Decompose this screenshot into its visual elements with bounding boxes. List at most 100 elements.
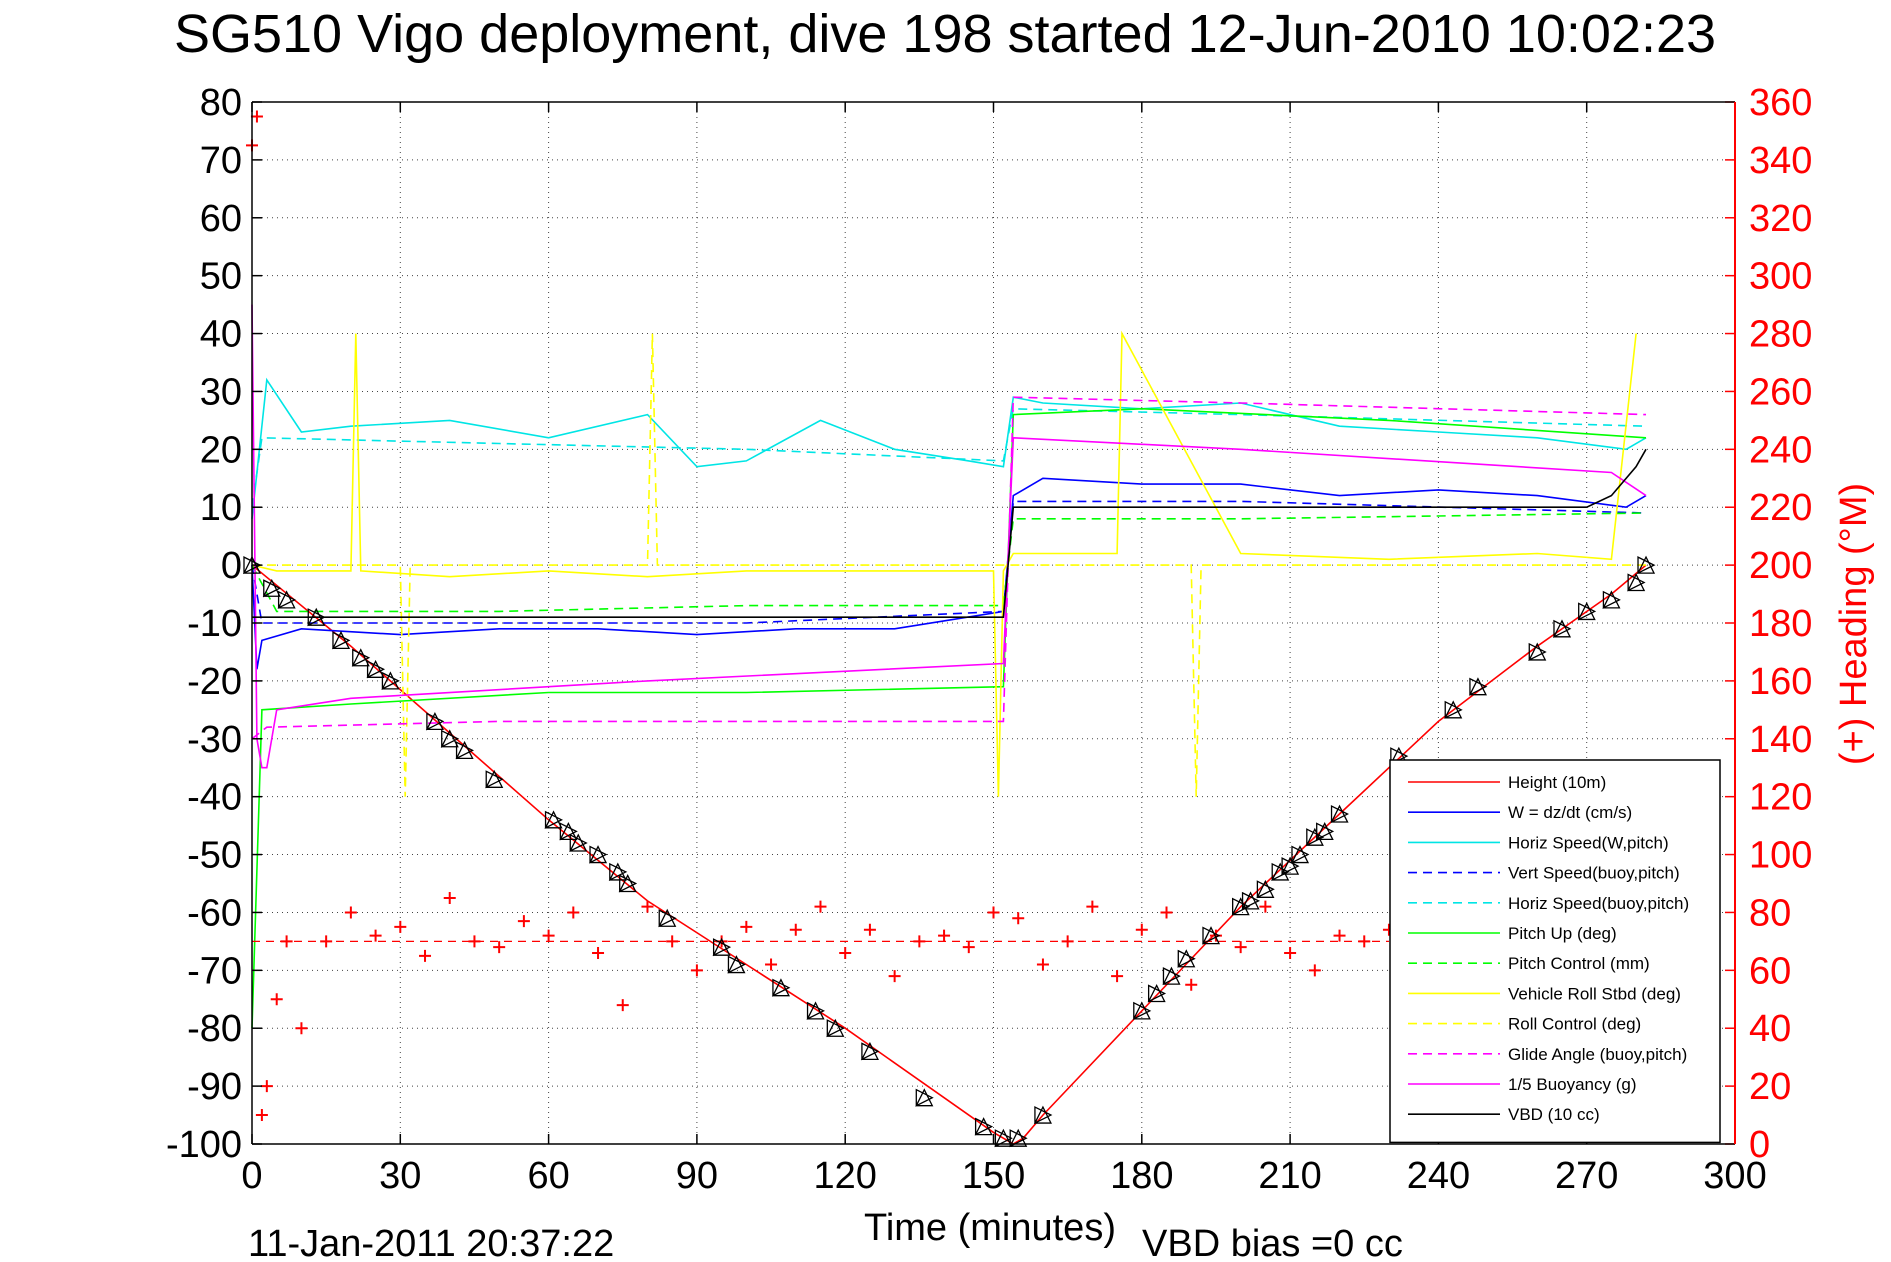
y-tick-label: 40 [200,314,242,356]
series-line-6 [251,407,1647,1029]
heading-point [616,999,629,1012]
heading-point [517,915,530,928]
heading-point [1160,906,1173,919]
y2-tick-label: 20 [1749,1066,1791,1108]
x-axis-label: Time (minutes) [864,1207,1116,1249]
depth-marker [1132,1001,1152,1020]
depth-marker [277,590,297,609]
x-tick-label: 240 [1407,1155,1470,1197]
heading-point [962,941,975,954]
depth-marker [366,659,386,679]
y-tick-label: -80 [187,1008,242,1050]
legend-label: VBD (10 cc) [1508,1105,1600,1124]
y2-tick-label: 160 [1749,661,1812,703]
depth-marker [425,711,445,731]
chart-title: SG510 Vigo deployment, dive 198 started … [174,4,1716,64]
series-line-8 [251,330,1637,797]
heading-point [789,923,802,936]
heading-point [814,900,827,913]
legend-label: Horiz Speed(buoy,pitch) [1508,894,1689,913]
y2-tick-label: 40 [1749,1008,1791,1050]
depth-marker [1177,949,1196,968]
x-tick-label: 0 [241,1155,262,1197]
heading-point [250,110,263,123]
heading-point [1308,964,1321,977]
depth-marker [994,1128,1013,1148]
heading-point [1358,935,1371,948]
depth-marker [1627,573,1646,592]
y2-tick-label: 180 [1749,603,1812,645]
y2-tick-label: 60 [1749,950,1791,992]
depth-marker [331,630,351,650]
series-line-5 [251,407,1647,508]
heading-point [592,946,605,959]
legend-label: Glide Angle (buoy,pitch) [1508,1045,1687,1064]
depth-marker [569,833,588,853]
x-tick-label: 300 [1703,1155,1766,1197]
heading-point [1086,900,1099,913]
right-axis-label: (+) Heading (°M) [1833,483,1875,765]
y2-tick-label: 240 [1749,429,1812,471]
heading-point [1036,958,1049,971]
y-tick-label: -30 [187,719,242,761]
x-tick-label: 180 [1110,1155,1173,1197]
depth-marker [1602,590,1621,609]
legend: Height (10m) W = dz/dt (cm/s) Horiz Speed(… [1389,759,1721,1144]
legend-label: 1/5 Buoyancy (g) [1508,1075,1637,1094]
y2-tick-label: 220 [1749,487,1812,529]
depth-marker [974,1117,994,1136]
heading-point [493,941,506,954]
heading-point [987,906,1000,919]
footer-timestamp: 11-Jan-2011 20:37:22 [248,1223,614,1262]
y2-tick-label: 100 [1749,835,1812,877]
y2-tick-label: 200 [1749,545,1812,587]
x-tick-label: 30 [379,1155,421,1197]
heading-point [1135,923,1148,936]
depth-marker [1147,984,1167,1003]
heading-point [765,958,778,971]
y2-tick-label: 340 [1749,140,1812,182]
depth-marker [608,862,628,881]
y-tick-label: -70 [187,950,242,992]
depth-marker [307,607,326,627]
depth-marker [1162,966,1181,986]
heading-point [369,929,382,942]
depth-marker [1231,897,1251,916]
series-line-4 [251,500,1647,624]
heading-point [344,906,357,919]
heading-point [542,929,555,942]
heading-point [1259,900,1272,913]
depth-marker [544,810,563,829]
y2-tick-label: 80 [1749,892,1791,934]
y-tick-label: -20 [187,661,242,703]
legend-label: Horiz Speed(W,pitch) [1508,833,1669,852]
depth-marker [351,648,371,667]
depth-marker [727,955,746,974]
heading-point [567,906,580,919]
depth-marker [915,1088,934,1107]
depth-marker [1552,619,1572,638]
depth-marker [1528,642,1547,661]
depth-marker [588,845,608,864]
y2-tick-label: 300 [1749,256,1812,298]
y-tick-label: -90 [187,1066,242,1108]
depth-marker [1033,1105,1053,1125]
heading-point [740,920,753,933]
heading-point [1234,941,1247,954]
legend-label: Roll Control (deg) [1508,1015,1641,1034]
heading-point [1284,946,1297,959]
depth-marker [1241,891,1261,910]
depth-marker [485,769,504,789]
heading-point [839,946,852,959]
y2-tick-label: 320 [1749,198,1812,240]
heading-point [641,900,654,913]
legend-label: Height (10m) [1508,773,1606,792]
y2-tick-label: 360 [1749,82,1812,124]
y-tick-label: 50 [200,256,242,298]
depth-marker [1577,601,1597,621]
heading-point [443,891,456,904]
series-group [242,110,1656,1148]
heading-point [468,935,481,948]
legend-label: Pitch Control (mm) [1508,954,1650,973]
